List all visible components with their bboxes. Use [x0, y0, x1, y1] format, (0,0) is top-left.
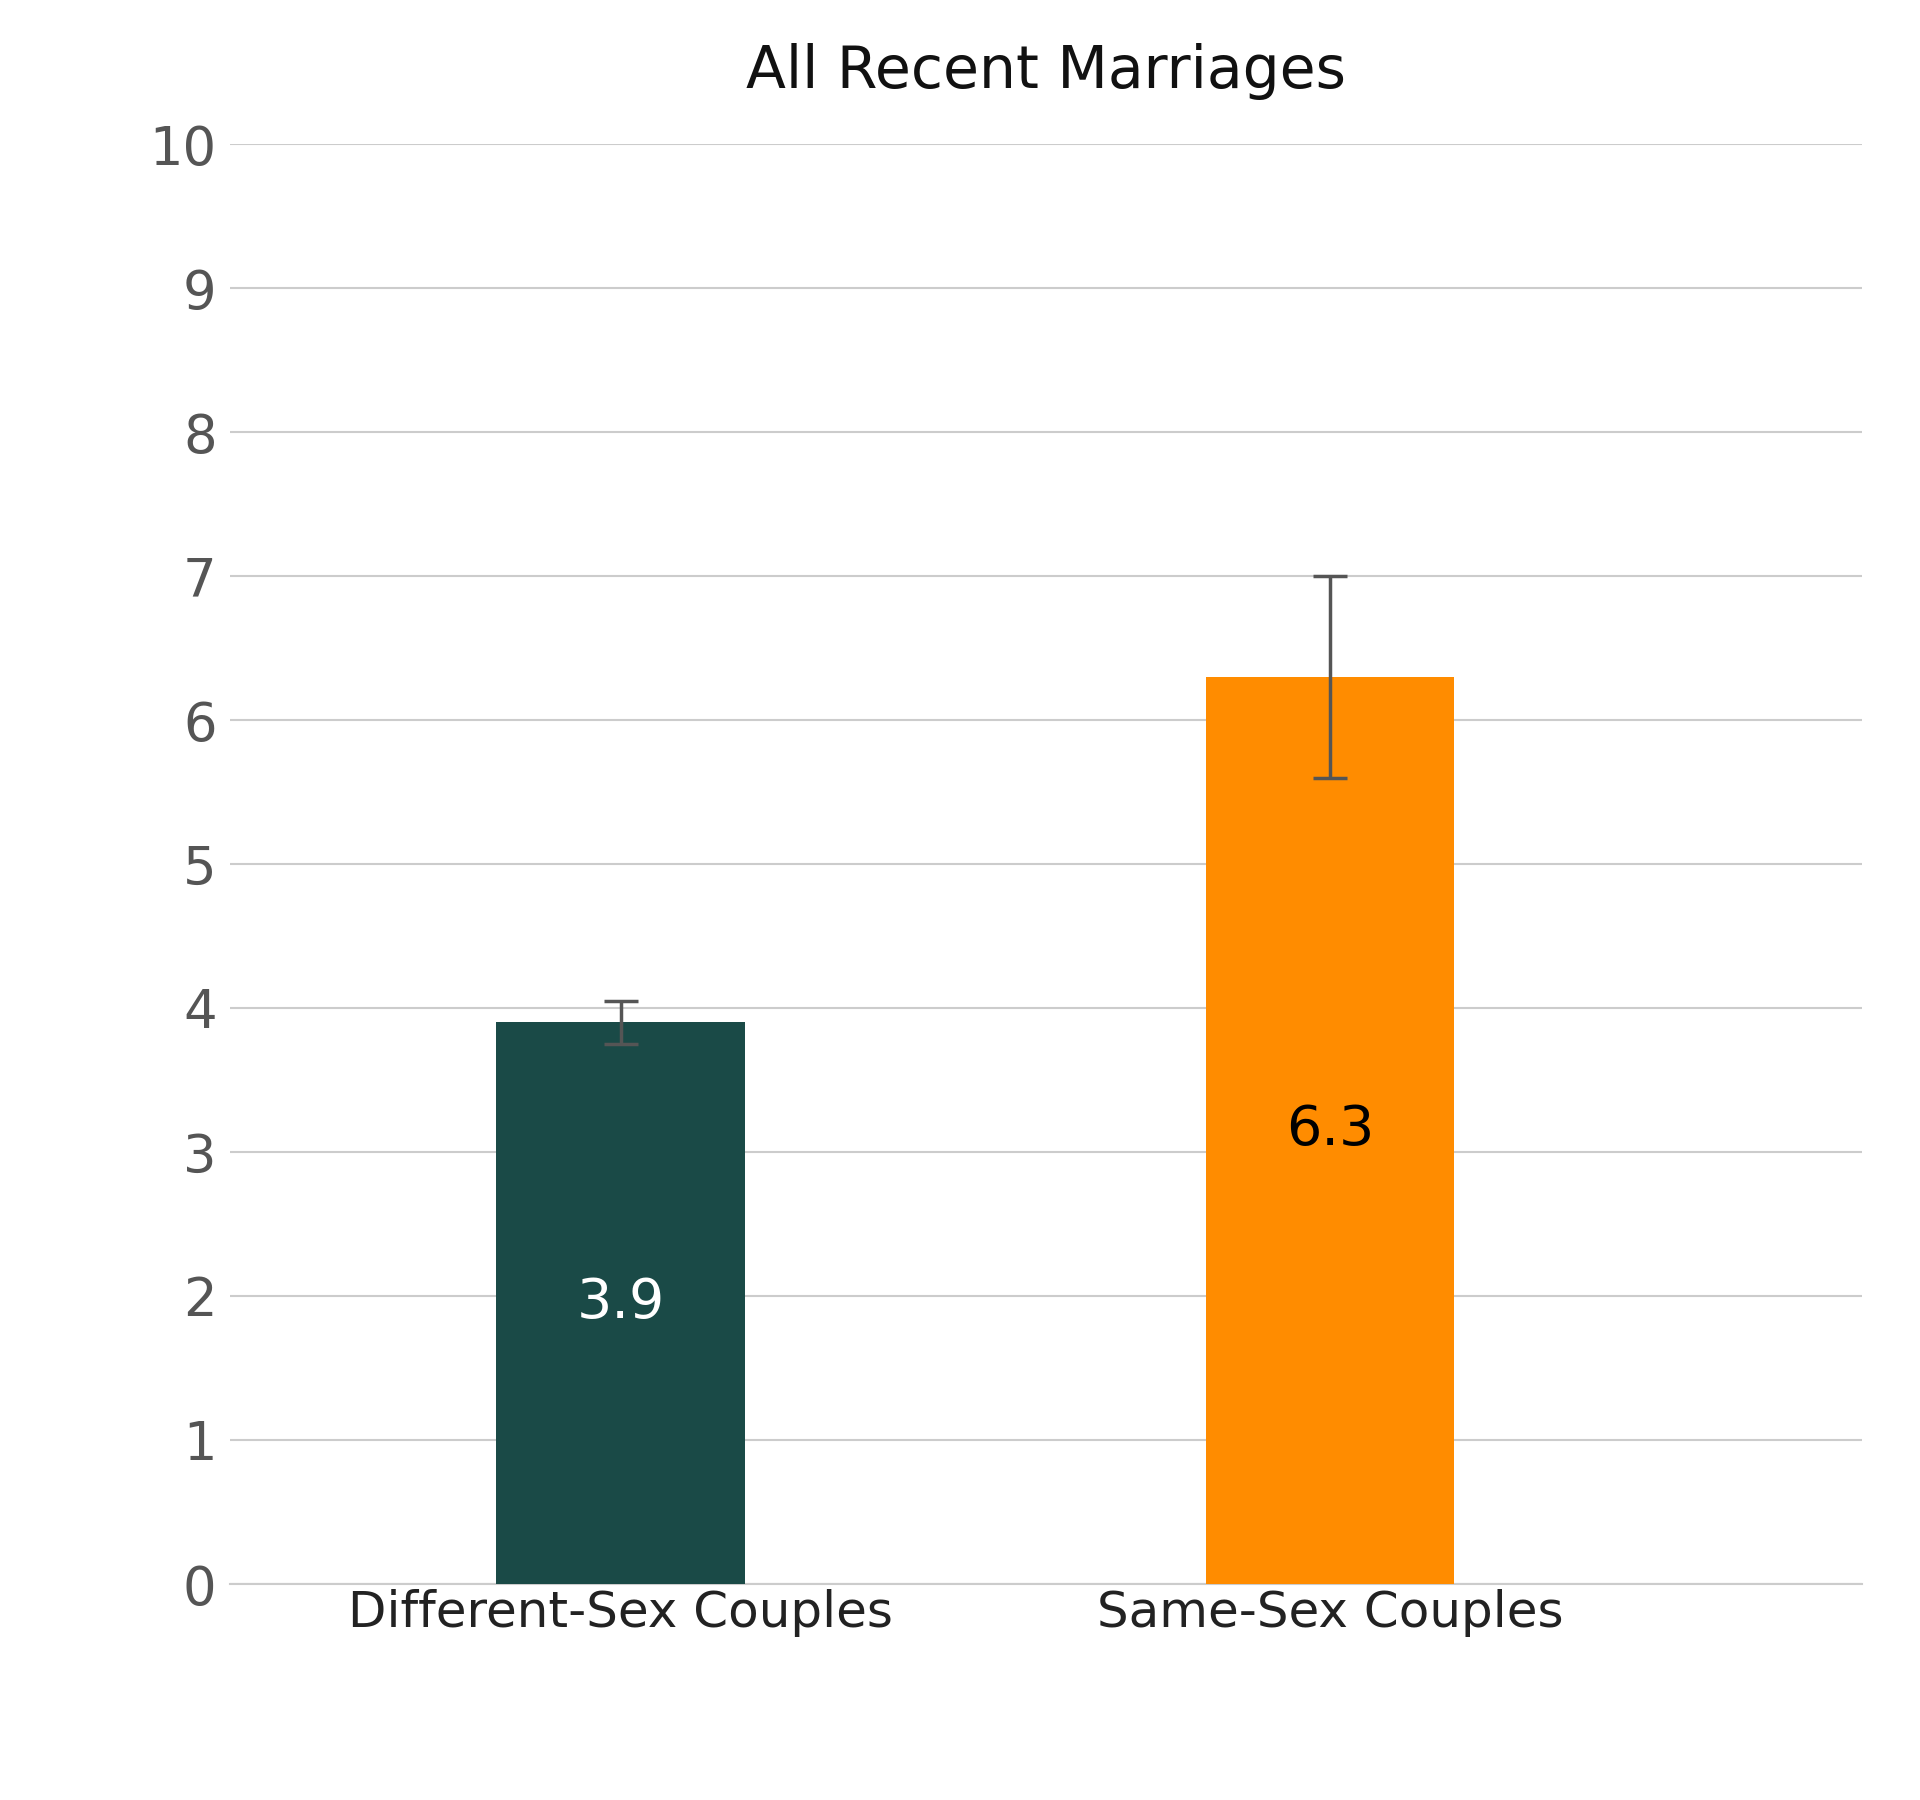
- Bar: [497, 1022, 745, 1584]
- Text: 6.3: 6.3: [1286, 1103, 1375, 1157]
- Bar: [1206, 677, 1455, 1584]
- Title: All Recent Marriages: All Recent Marriages: [747, 43, 1346, 101]
- Text: 3.9: 3.9: [576, 1276, 664, 1330]
